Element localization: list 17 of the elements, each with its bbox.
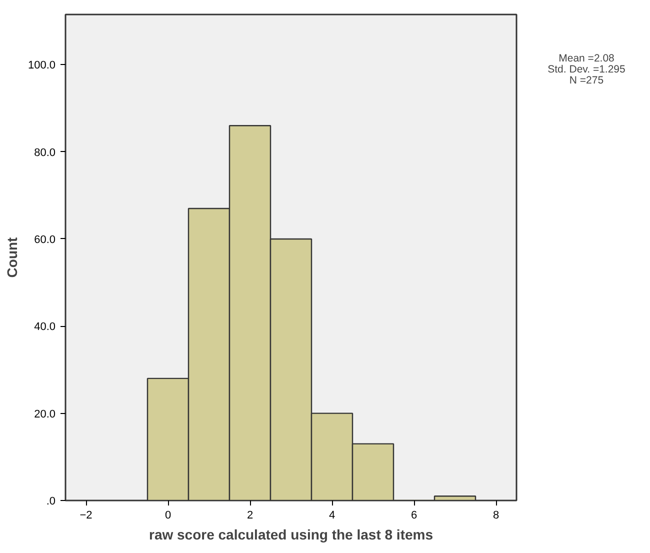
text: N =275 xyxy=(569,74,604,86)
x-tick-label: 0 xyxy=(164,510,172,522)
text: Std. Dev. =1.295 xyxy=(548,64,626,76)
x-tick-label: 2 xyxy=(246,510,254,522)
x-tick-label: 8 xyxy=(492,510,500,522)
x-axis-title: raw score calculated using the last 8 items xyxy=(149,526,434,542)
x-tick-label: −2 xyxy=(80,510,92,522)
x-tick-label: 6 xyxy=(410,510,418,522)
y-tick-label: .0 xyxy=(46,496,56,508)
y-tick-label: 20.0 xyxy=(34,408,56,420)
y-tick-label: 60.0 xyxy=(34,234,56,246)
text: Mean =2.08 xyxy=(558,52,615,64)
x-tick-label: 4 xyxy=(328,510,336,522)
y-tick-label: 100.0 xyxy=(28,60,56,72)
y-tick-label: 80.0 xyxy=(34,146,56,159)
y-tick-label: 40.0 xyxy=(34,321,56,334)
y-axis-title: Count xyxy=(4,236,20,278)
